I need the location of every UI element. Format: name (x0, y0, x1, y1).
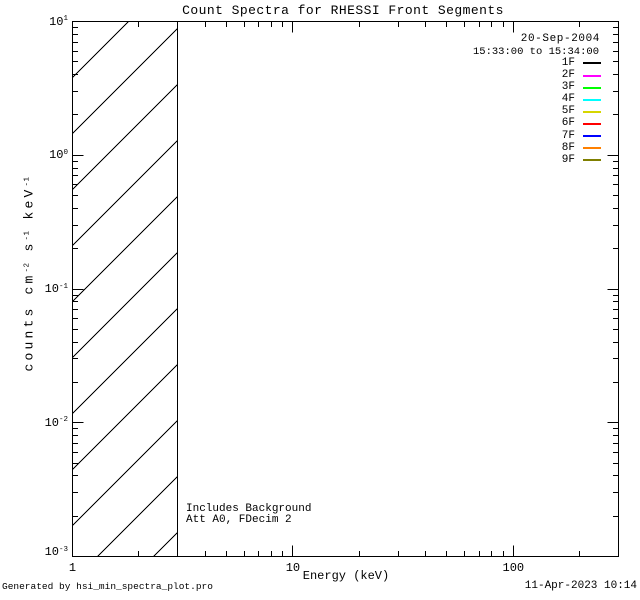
legend-item-6F: 6F (562, 118, 601, 130)
hatched-band (72, 21, 178, 557)
x-tick-label-10: 10 (285, 561, 301, 575)
y-tick-exponent: 0 (63, 148, 68, 157)
y-axis-label-part: keV (21, 186, 37, 231)
legend-swatch (583, 98, 601, 101)
hatch-line (72, 139, 178, 246)
y-tick-exponent: -2 (58, 416, 68, 425)
generated-by-note: Generated by hsi_min_spectra_plot.pro (2, 581, 213, 592)
hatch-line (72, 363, 178, 470)
legend-label: 2F (561, 69, 575, 81)
y-tick-base: 10 (44, 282, 59, 297)
x-tick-label-100: 100 (502, 561, 525, 575)
legend-label: 1F (561, 56, 575, 69)
y-tick-base: 10 (44, 545, 59, 560)
legend-item-7F: 7F (562, 130, 601, 142)
y-tick-label-1e1: 101 (49, 14, 68, 29)
legend-swatch (583, 74, 601, 77)
y-axis-label-exponent: -1 (22, 230, 31, 241)
hatch-line (72, 195, 178, 302)
observation-time-range: 15:33:00 to 15:34:00 (472, 45, 599, 58)
y-axis-label-exponent: -1 (22, 176, 31, 187)
y-tick-exponent: 1 (63, 15, 68, 24)
annotation-background: Includes Background (186, 503, 312, 515)
legend-swatch (583, 110, 601, 113)
legend-swatch (583, 159, 601, 162)
legend-item-4F: 4F (562, 94, 601, 106)
legend-label: 7F (561, 129, 575, 142)
legend-item-8F: 8F (562, 142, 601, 154)
plot-frame (72, 21, 619, 557)
hatch-line (72, 419, 178, 526)
legend-swatch (583, 147, 601, 150)
chart-title: Count Spectra for RHESSI Front Segments (182, 3, 504, 18)
hatch-line (72, 21, 130, 78)
y-axis-label-part: s (21, 240, 37, 263)
y-tick-label-1e-1: 10-1 (45, 283, 68, 296)
legend-item-2F: 2F (562, 70, 601, 82)
hatch-line (72, 251, 178, 358)
observation-date: 20-Sep-2004 (520, 33, 600, 45)
legend-swatch (583, 122, 601, 125)
legend-label: 8F (561, 141, 575, 154)
hatch-line (72, 27, 178, 134)
hatch-line (72, 307, 178, 414)
hatch-line (152, 531, 178, 557)
legend-item-5F: 5F (562, 106, 601, 118)
x-tick-label-1: 1 (68, 561, 77, 575)
y-tick-exponent: -1 (58, 282, 68, 291)
plot-annotation: Includes Background Att A0, FDecim 2 (186, 504, 311, 526)
y-tick-label-1e0: 100 (49, 149, 68, 162)
legend-label: 6F (561, 117, 575, 130)
legend-label: 9F (561, 153, 575, 166)
y-tick-base: 10 (49, 14, 64, 29)
hatch-line (96, 475, 178, 557)
y-axis-label: counts cm-2 s-1 keV-1 (21, 176, 37, 372)
legend-label: 5F (561, 105, 575, 118)
y-axis-label-exponent: -2 (22, 262, 31, 273)
annotation-attenuator: Att A0, FDecim 2 (186, 514, 292, 526)
legend-swatch (583, 62, 601, 65)
y-tick-label-1e-3: 10-3 (45, 546, 68, 559)
legend-item-3F: 3F (562, 82, 601, 94)
y-tick-label-1e-2: 10-2 (45, 417, 68, 430)
y-tick-base: 10 (49, 148, 64, 163)
legend-swatch (583, 86, 601, 89)
x-axis-label: Energy (keV) (302, 569, 390, 583)
y-tick-base: 10 (44, 415, 59, 430)
legend-item-1F: 1F (562, 57, 601, 69)
legend-label: 3F (561, 81, 575, 94)
legend-item-9F: 9F (562, 154, 601, 166)
hatch-line (72, 83, 178, 190)
y-tick-exponent: -3 (58, 545, 68, 554)
plot-timestamp: 11-Apr-2023 10:14 (524, 580, 637, 592)
legend-swatch (583, 135, 601, 137)
legend-label: 4F (561, 93, 575, 106)
y-axis-label-part: counts cm (21, 272, 37, 372)
